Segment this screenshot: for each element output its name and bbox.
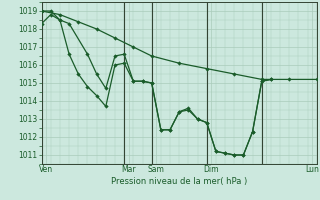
X-axis label: Pression niveau de la mer( hPa ): Pression niveau de la mer( hPa ) [111, 177, 247, 186]
